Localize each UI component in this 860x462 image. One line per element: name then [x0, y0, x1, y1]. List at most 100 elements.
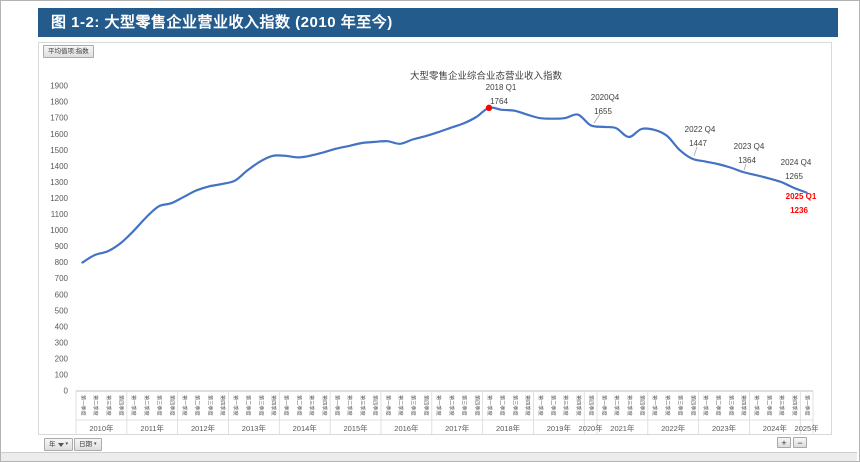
x-axis-year-label: 2023年 — [712, 423, 737, 433]
x-axis-quarter-label: 第四季度 — [168, 395, 176, 416]
data-label-value: 1447 — [689, 139, 707, 148]
y-axis-tick-label: 1700 — [50, 114, 68, 123]
dropdown-icon: ▾ — [94, 441, 97, 447]
x-axis-year-label: 2025年 — [795, 423, 820, 433]
y-axis-tick-label: 1200 — [50, 194, 68, 203]
x-axis-quarter-label: 第四季度 — [740, 395, 748, 416]
x-axis-quarter-label: 第二季度 — [499, 395, 507, 416]
x-axis-year-label: 2018年 — [496, 423, 521, 433]
y-axis-tick-label: 0 — [64, 387, 69, 396]
drill-down-button[interactable]: + — [777, 437, 791, 448]
x-axis-year-label: 2013年 — [242, 423, 267, 433]
x-axis-quarter-label: 第四季度 — [791, 395, 799, 416]
y-axis-tick-label: 900 — [55, 242, 69, 251]
y-axis-tick-label: 1400 — [50, 162, 68, 171]
x-axis-quarter-label: 第三季度 — [105, 395, 113, 416]
y-axis-tick-label: 500 — [55, 306, 69, 315]
y-axis-tick-label: 1000 — [50, 226, 68, 235]
x-axis-quarter-label: 第三季度 — [308, 395, 316, 416]
x-axis-year-label: 2020年 — [579, 423, 604, 433]
chart-canvas[interactable]: 0 100 200 300 400 500 600 700 800 900 1000 1100 1200… — [39, 43, 831, 434]
x-axis-quarter-label: 第一季度 — [181, 395, 189, 416]
y-axis-tick-label: 1500 — [50, 146, 68, 155]
x-axis-quarter-label: 第一季度 — [384, 395, 392, 416]
x-axis-quarter-label: 第一季度 — [753, 395, 761, 416]
x-axis-year-label: 2017年 — [445, 423, 470, 433]
x-axis-year-label: 2012年 — [191, 423, 216, 433]
x-axis-quarter-label: 第四季度 — [588, 395, 596, 416]
x-axis-quarter-label: 第一季度 — [232, 395, 240, 416]
data-label-period: 2025 Q1 — [786, 192, 817, 201]
date-field-label: 日期 — [79, 440, 92, 448]
x-axis-quarter-label: 第四季度 — [422, 395, 430, 416]
x-axis-quarter-label: 第二季度 — [448, 395, 456, 416]
dropdown-icon: ▾ — [65, 441, 69, 447]
x-axis-quarter-label: 第一季度 — [435, 395, 443, 416]
x-axis-quarter-label: 第二季度 — [346, 395, 354, 416]
x-axis-quarter-label: 第二季度 — [397, 395, 405, 416]
x-axis-quarter-label: 第二季度 — [194, 395, 202, 416]
x-axis-quarter-label: 第三季度 — [410, 395, 418, 416]
x-axis-quarter-label: 第三季度 — [677, 395, 685, 416]
x-axis-quarter-label: 第三季度 — [461, 395, 469, 416]
data-label-value: 1236 — [790, 206, 808, 215]
x-axis-quarter-label: 第二季度 — [613, 395, 621, 416]
data-label-period: 2024 Q4 — [781, 158, 812, 167]
pivot-chart-area[interactable]: 0 100 200 300 400 500 600 700 800 900 1000 1100 1200… — [38, 42, 832, 435]
data-label-value: 1265 — [785, 172, 803, 181]
year-axis-field-button[interactable]: 年 ▾ — [44, 438, 74, 451]
y-axis-tick-label: 700 — [55, 274, 69, 283]
y-axis-tick-label: 100 — [55, 371, 69, 380]
drill-up-button[interactable]: − — [793, 437, 807, 448]
y-axis-tick-label: 1900 — [50, 82, 68, 91]
date-axis-field-button[interactable]: 日期 ▾ — [74, 438, 102, 451]
x-axis-quarter-label: 第四季度 — [219, 395, 227, 416]
x-axis-quarter-label: 第四季度 — [524, 395, 532, 416]
x-axis-year-label: 2021年 — [610, 423, 635, 433]
x-axis-quarter-label: 第二季度 — [766, 395, 774, 416]
x-axis-quarter-label: 第二季度 — [245, 395, 253, 416]
x-axis-quarter-label: 第三季度 — [359, 395, 367, 416]
y-axis-tick-label: 200 — [55, 354, 69, 363]
x-axis-quarter-label: 第四季度 — [321, 395, 329, 416]
revenue-index-line[interactable] — [81, 106, 808, 264]
y-axis-tick-label: 1100 — [51, 210, 69, 219]
x-axis-year-label: 2019年 — [547, 423, 572, 433]
x-axis-quarter-label: 第四季度 — [473, 395, 481, 416]
x-axis-year-label: 2024年 — [763, 423, 788, 433]
x-axis-quarter-label: 第一季度 — [333, 395, 341, 416]
x-axis-year-label: 2010年 — [89, 423, 114, 433]
x-axis-quarter-label: 第四季度 — [689, 395, 697, 416]
x-axis-quarter-label: 第三季度 — [562, 395, 570, 416]
x-axis-quarter-label: 第三季度 — [156, 395, 164, 416]
x-axis-year-label: 2015年 — [343, 423, 368, 433]
x-axis-quarter-label: 第一季度 — [651, 395, 659, 416]
data-label-period: 2018 Q1 — [486, 83, 517, 92]
peak-marker-dot[interactable] — [485, 104, 493, 112]
x-axis-year-label: 2011年 — [140, 423, 164, 433]
figure-title: 图 1-2: 大型零售企业营业收入指数 (2010 年至今) — [51, 14, 393, 31]
y-axis-tick-label: 400 — [55, 322, 69, 331]
chart-title: 大型零售企业综合业态营业收入指数 — [410, 70, 563, 82]
x-axis-quarter-label: 第一季度 — [702, 395, 710, 416]
data-label-value: 1764 — [490, 97, 508, 106]
data-label-value: 1655 — [594, 107, 612, 116]
x-axis-quarter-label: 第三季度 — [511, 395, 519, 416]
data-label-value: 1364 — [738, 156, 756, 165]
value-field-label: 平均值项:指数 — [48, 47, 89, 55]
x-axis-quarter-label: 第四季度 — [575, 395, 583, 416]
x-axis-quarter-label: 第二季度 — [92, 395, 100, 416]
x-axis-quarter-label: 第一季度 — [537, 395, 545, 416]
x-axis-quarter-label: 第二季度 — [143, 395, 151, 416]
year-field-label: 年 — [49, 440, 56, 448]
y-axis-tick-label: 1300 — [50, 178, 68, 187]
filter-icon — [57, 442, 64, 447]
x-axis-quarter-label: 第二季度 — [715, 395, 723, 416]
x-axis-quarter-label: 第四季度 — [270, 395, 278, 416]
x-axis-year-label: 2022年 — [661, 423, 686, 433]
y-axis-tick-label: 300 — [55, 338, 69, 347]
x-axis-quarter-label: 第四季度 — [638, 395, 646, 416]
minus-icon: − — [797, 438, 803, 448]
value-field-button[interactable]: 平均值项:指数 — [43, 45, 94, 58]
x-axis-quarter-label: 第三季度 — [778, 395, 786, 416]
